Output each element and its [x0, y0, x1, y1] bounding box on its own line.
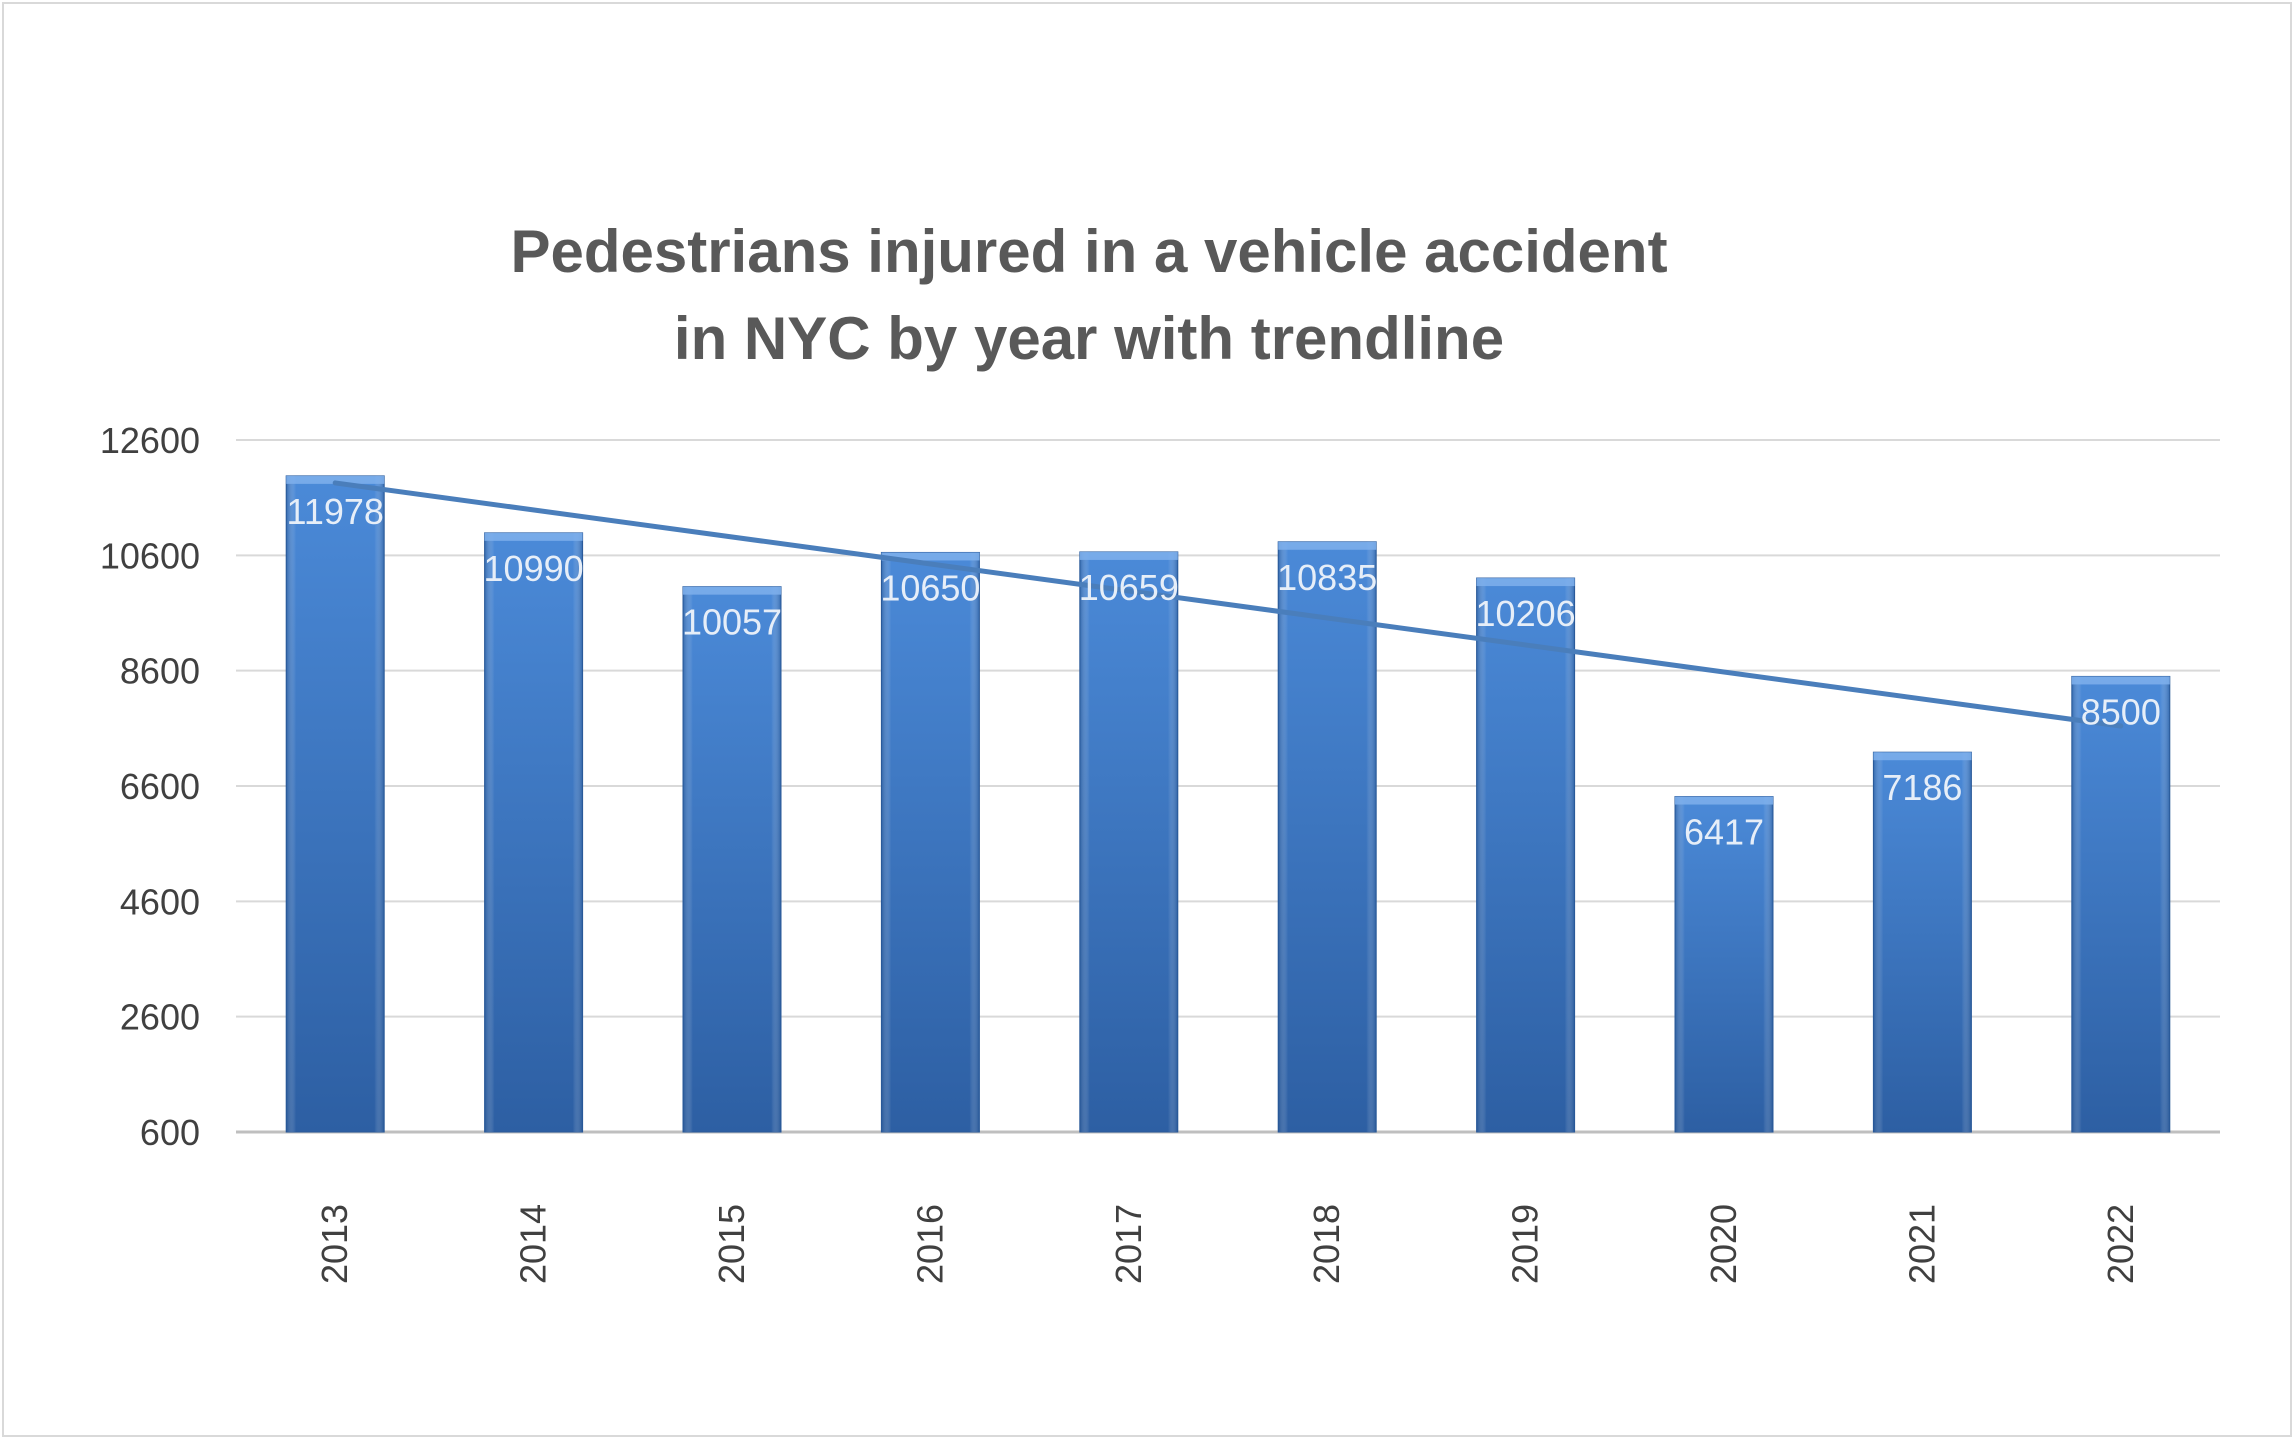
bars — [285, 475, 2171, 1133]
bar-top-highlight — [1873, 752, 1972, 761]
chart-title-line-2: in NYC by year with trendline — [674, 305, 1504, 372]
y-tick-label: 10600 — [100, 535, 200, 576]
bar-top-highlight — [286, 475, 385, 484]
y-tick-label: 6600 — [120, 766, 200, 807]
bar-shading — [1079, 551, 1178, 1132]
data-label: 10990 — [484, 548, 584, 589]
y-tick-label: 600 — [140, 1112, 200, 1153]
bar-top-highlight — [2071, 676, 2170, 685]
y-tick-label: 2600 — [120, 997, 200, 1038]
bar-shading — [2071, 676, 2170, 1132]
x-tick-label: 2013 — [314, 1204, 355, 1284]
y-tick-label: 12600 — [100, 420, 200, 461]
bar-top-highlight — [683, 586, 781, 595]
chart-svg: Pedestrians injured in a vehicle acciden… — [100, 218, 2220, 1284]
data-label: 8500 — [2081, 691, 2161, 732]
data-label: 10659 — [1079, 567, 1179, 608]
bar-top-highlight — [1278, 541, 1377, 550]
data-label: 6417 — [1684, 812, 1764, 853]
x-tick-label: 2017 — [1108, 1204, 1149, 1284]
bar-shading — [1278, 541, 1377, 1132]
bar-shading — [1873, 752, 1972, 1132]
y-tick-label: 8600 — [120, 651, 200, 692]
bar-top-highlight — [881, 552, 980, 561]
x-tick-label: 2015 — [711, 1204, 752, 1284]
bar-shading — [683, 586, 781, 1132]
chart-title-line-1: Pedestrians injured in a vehicle acciden… — [510, 218, 1667, 285]
x-tick-label: 2018 — [1306, 1204, 1347, 1284]
bar-shading — [1675, 796, 1773, 1132]
x-tick-label: 2014 — [513, 1204, 554, 1284]
data-label: 11978 — [286, 491, 383, 532]
data-label: 10650 — [880, 567, 980, 608]
trendline-line — [332, 480, 2124, 729]
x-tick-label: 2022 — [2100, 1204, 2141, 1284]
x-tick-label: 2016 — [909, 1204, 950, 1284]
trendline — [332, 480, 2124, 729]
bar-shading — [881, 552, 980, 1132]
bar-shading — [484, 532, 583, 1132]
x-tick-label: 2020 — [1703, 1204, 1744, 1284]
x-axis: 2013 2014 2015 2016 2017 2018 2019 2020 2021 2022 — [314, 1204, 2141, 1284]
y-axis: 600 2600 4600 6600 8600 10600 12600 — [100, 420, 200, 1153]
x-tick-label: 2019 — [1505, 1204, 1546, 1284]
bar-top-highlight — [1079, 551, 1178, 560]
data-label: 7186 — [1882, 767, 1962, 808]
data-label: 10835 — [1277, 557, 1377, 598]
bar-top-highlight — [484, 532, 583, 541]
data-label: 10057 — [682, 602, 782, 643]
bar-shading — [286, 475, 385, 1132]
bar-top-highlight — [1476, 578, 1575, 587]
data-labels: 11978 10990 10057 10650 10659 10835 10206 6417 7… — [286, 491, 2160, 853]
bar-top-highlight — [1675, 796, 1773, 805]
y-tick-label: 4600 — [120, 881, 200, 922]
data-label: 10206 — [1476, 593, 1576, 634]
x-tick-label: 2021 — [1901, 1204, 1942, 1284]
bar-shading — [1476, 578, 1575, 1132]
